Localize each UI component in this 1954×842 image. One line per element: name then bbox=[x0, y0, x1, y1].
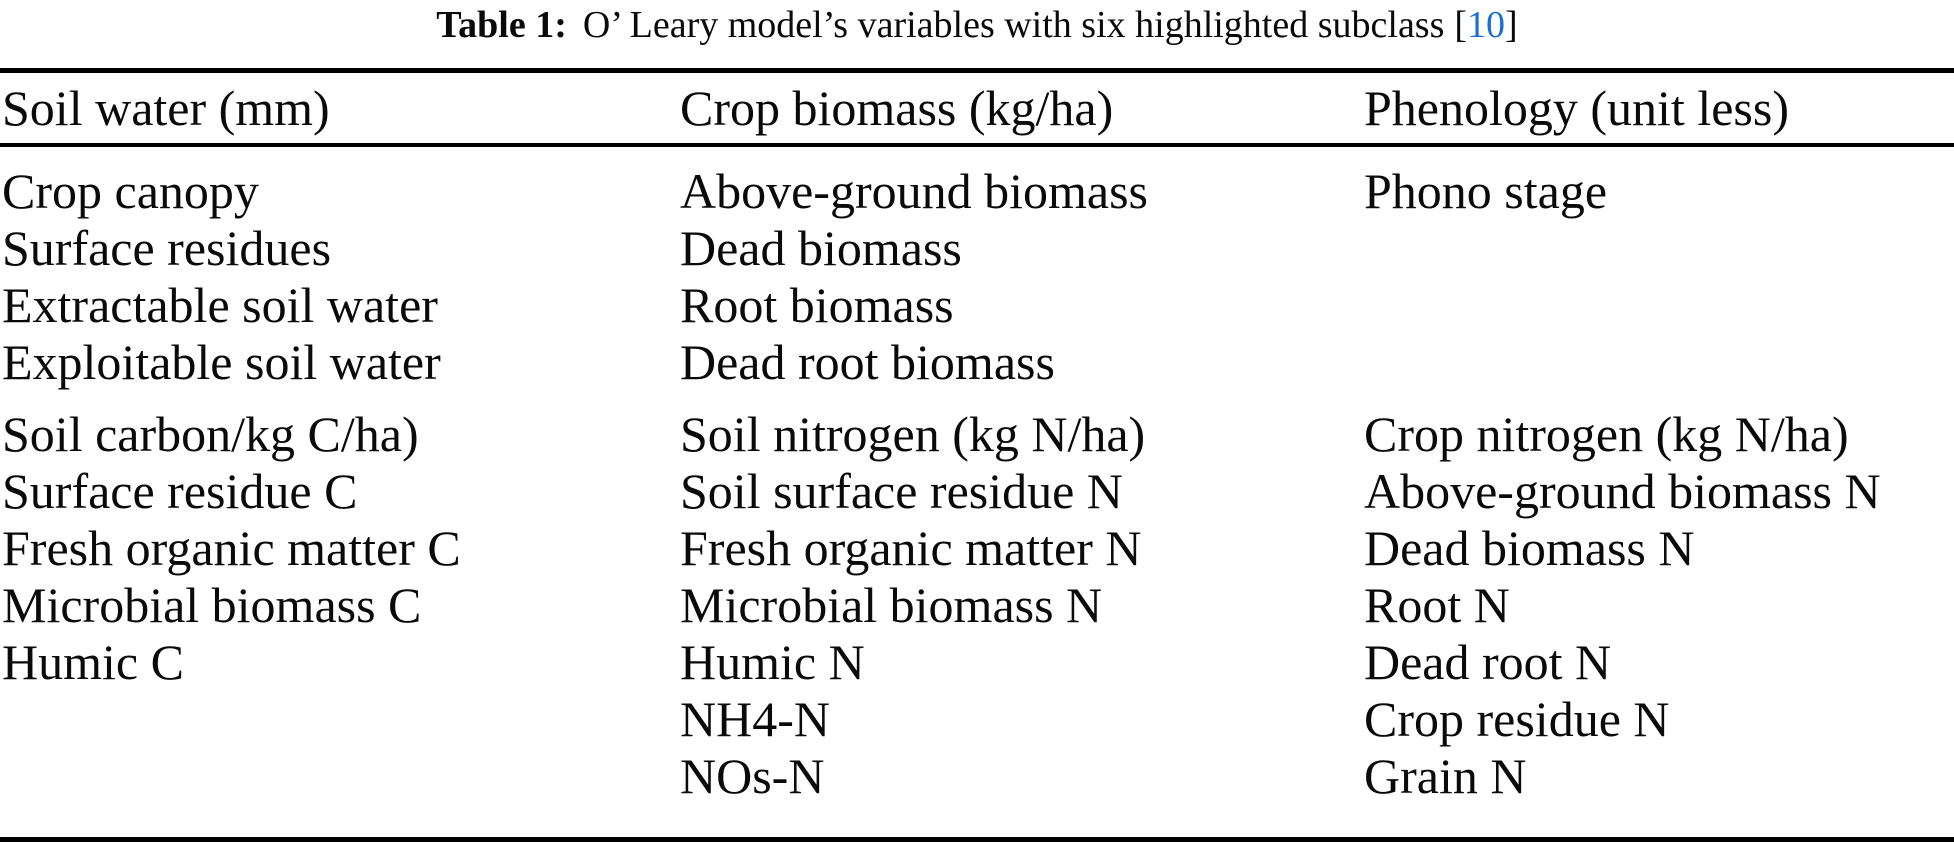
table-row: Microbial biomass C Microbial biomass N … bbox=[0, 577, 1954, 634]
table-header-row: Soil water (mm) Crop biomass (kg/ha) Phe… bbox=[0, 73, 1954, 143]
table-cell bbox=[0, 691, 678, 748]
table-cell bbox=[1362, 277, 1954, 334]
citation-bracket-open: [ bbox=[1454, 4, 1468, 46]
table-cell: Phono stage bbox=[1364, 163, 1608, 219]
table-row: Extractable soil water Root biomass bbox=[0, 277, 1954, 334]
table-row: NH4-N Crop residue N bbox=[0, 691, 1954, 748]
header-rule bbox=[0, 143, 1954, 147]
table-cell: NOs-N bbox=[680, 748, 825, 804]
table-cell: Crop nitrogen (kg N/ha) bbox=[1364, 406, 1849, 462]
caption-label: Table 1: bbox=[436, 4, 567, 46]
table-cell: Crop canopy bbox=[2, 163, 259, 219]
table-row: NOs-N Grain N bbox=[0, 748, 1954, 805]
table-cell: Microbial biomass C bbox=[2, 577, 422, 633]
table-cell: Surface residues bbox=[2, 220, 332, 276]
table-row: Fresh organic matter C Fresh organic mat… bbox=[0, 520, 1954, 577]
table-row: Crop canopy Above-ground biomass Phono s… bbox=[0, 163, 1954, 220]
table-cell: Exploitable soil water bbox=[2, 334, 441, 390]
citation-bracket-close: ] bbox=[1505, 4, 1518, 46]
table-cell bbox=[0, 748, 678, 805]
column-header-crop-biomass: Crop biomass (kg/ha) bbox=[680, 80, 1114, 136]
table-cell: Crop residue N bbox=[1364, 691, 1670, 747]
citation: [10] bbox=[1454, 4, 1517, 46]
table-cell bbox=[1362, 334, 1954, 391]
table-cell: Dead biomass bbox=[680, 220, 962, 276]
table-cell: Above-ground biomass bbox=[680, 163, 1148, 219]
table-row: Exploitable soil water Dead root biomass bbox=[0, 334, 1954, 391]
table-cell: Extractable soil water bbox=[2, 277, 438, 333]
table-cell: NH4-N bbox=[680, 691, 830, 747]
table-body: Crop canopy Above-ground biomass Phono s… bbox=[0, 147, 1954, 837]
table-cell: Dead biomass N bbox=[1364, 520, 1695, 576]
table-cell: Dead root N bbox=[1364, 634, 1612, 690]
caption-text: O’ Leary model’s variables with six high… bbox=[582, 4, 1445, 46]
table-row: Surface residues Dead biomass bbox=[0, 220, 1954, 277]
table-cell: Soil surface residue N bbox=[680, 463, 1123, 519]
table-cell bbox=[1362, 220, 1954, 277]
column-header-phenology: Phenology (unit less) bbox=[1364, 80, 1789, 136]
table-cell: Root biomass bbox=[680, 277, 954, 333]
table-row: Soil carbon/kg C/ha) Soil nitrogen (kg N… bbox=[0, 406, 1954, 463]
table-cell: Fresh organic matter C bbox=[2, 520, 461, 576]
table-caption: Table 1: O’ Leary model’s variables with … bbox=[0, 0, 1954, 68]
table-cell: Microbial biomass N bbox=[680, 577, 1103, 633]
table-row: Humic C Humic N Dead root N bbox=[0, 634, 1954, 691]
table-cell: Above-ground biomass N bbox=[1364, 463, 1881, 519]
citation-link[interactable]: 10 bbox=[1467, 4, 1506, 46]
table-cell: Humic C bbox=[2, 634, 184, 690]
table-cell: Root N bbox=[1364, 577, 1510, 633]
table-cell: Surface residue C bbox=[2, 463, 358, 519]
table-cell: Soil nitrogen (kg N/ha) bbox=[680, 406, 1146, 462]
table-cell: Fresh organic matter N bbox=[680, 520, 1142, 576]
table-row: Surface residue C Soil surface residue N… bbox=[0, 463, 1954, 520]
table-cell: Humic N bbox=[680, 634, 865, 690]
variables-table: Soil water (mm) Crop biomass (kg/ha) Phe… bbox=[0, 68, 1954, 842]
table-cell: Grain N bbox=[1364, 748, 1527, 804]
table-cell: Soil carbon/kg C/ha) bbox=[2, 406, 419, 462]
table-cell: Dead root biomass bbox=[680, 334, 1055, 390]
column-header-soil-water: Soil water (mm) bbox=[2, 80, 330, 136]
